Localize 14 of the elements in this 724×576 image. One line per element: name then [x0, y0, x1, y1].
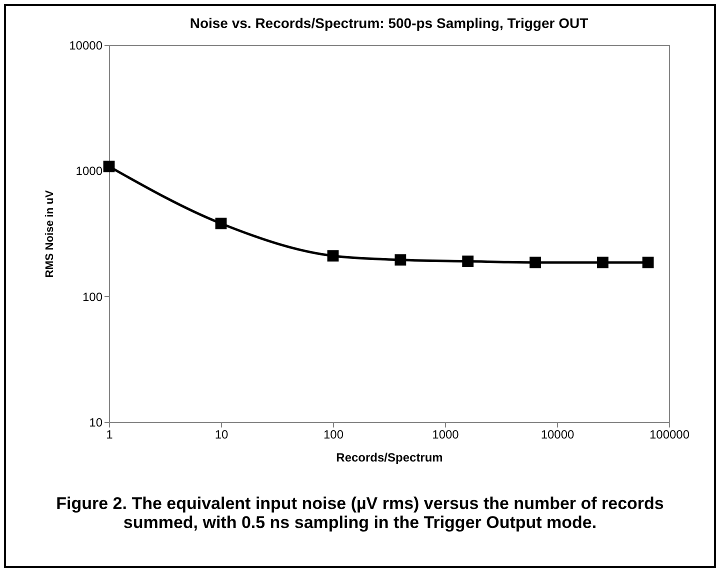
chart-title: Noise vs. Records/Spectrum: 500-ps Sampling, Trigger OUT [190, 15, 589, 31]
y-tick-label: 10000 [69, 38, 103, 52]
x-tick-label: 100000 [649, 428, 690, 442]
x-tick-label: 10 [214, 428, 228, 442]
y-tick-label: 100 [82, 290, 103, 304]
x-tick-label: 10000 [540, 428, 575, 442]
x-tick-label: 1000 [432, 428, 460, 442]
caption: Figure 2. The equivalent input noise (µV rms) versus the number of records summed, with 0.5 ns sampling in the Trigger Output mode. [55, 494, 665, 532]
y-tick-label: 10 [89, 416, 103, 430]
x-tick-label: 1 [106, 428, 114, 442]
y-tick-label: 1000 [76, 164, 103, 178]
y-axis-title: RMS Noise in uV [44, 190, 56, 278]
x-axis-title: Records/Spectrum [336, 450, 443, 464]
x-tick-label: 100 [323, 428, 344, 442]
